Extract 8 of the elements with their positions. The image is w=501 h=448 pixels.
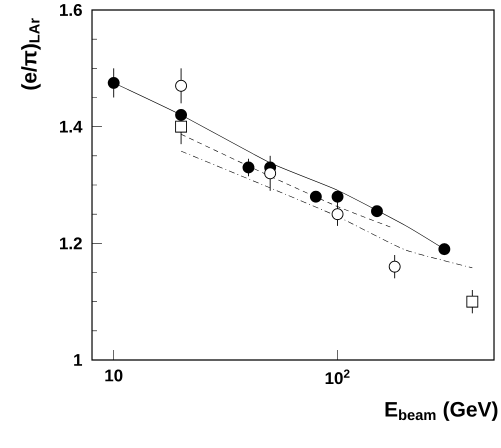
y-axis-title: (e/π)$_{LAr}$: [21, 18, 41, 90]
x-axis-title: E$_{beam}$ (GeV): [386, 401, 498, 421]
y-tick-label: 1: [74, 354, 82, 366]
y-tick-label: 1.4: [60, 120, 82, 132]
y-tick-label: 1.2: [60, 237, 82, 250]
x-tick-label: 10$^{2}$: [326, 369, 350, 384]
y-tick-label: 1.6: [60, 4, 82, 16]
x-tick-label: 10: [105, 369, 122, 382]
